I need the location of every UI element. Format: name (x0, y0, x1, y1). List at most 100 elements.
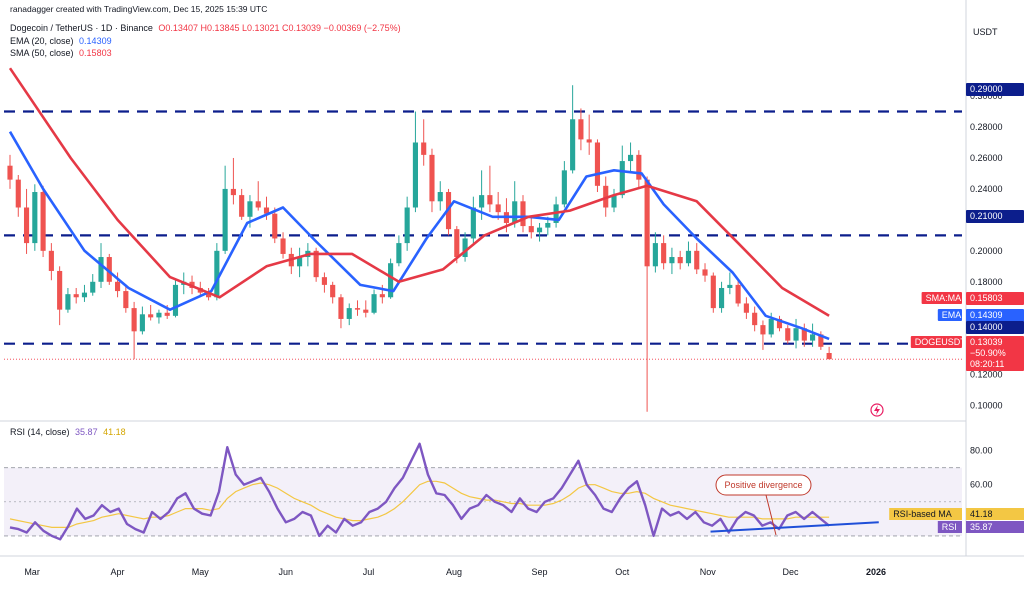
candle-body (139, 314, 145, 332)
level-029-label: 0.29000 (966, 83, 1024, 96)
x-tick-label: Jun (279, 567, 294, 577)
candle-body (313, 250, 319, 278)
candle-body (396, 243, 402, 264)
rsi-label-box (966, 508, 1024, 520)
candle-body (280, 238, 286, 254)
candle-body (131, 308, 137, 332)
price-label-box (966, 336, 1024, 371)
candle-body (330, 284, 336, 298)
ema-legend-label: EMA (20, close) (10, 36, 74, 46)
candle-body (73, 294, 79, 298)
candle-body (545, 222, 551, 228)
y-tick-label: 0.12000 (970, 370, 1003, 380)
x-tick-label: Aug (446, 567, 462, 577)
candle-body (106, 257, 112, 282)
doge-price-label: 0.13039−50.90%08:20:11 DOGEUSDT (910, 336, 1024, 371)
candle-body (743, 303, 749, 313)
ema-legend: EMA (20, close) 0.14309 (10, 36, 115, 46)
candle-body (793, 328, 799, 341)
candle-body (826, 352, 832, 360)
candle-body (702, 269, 708, 276)
candle-body (677, 257, 683, 264)
callout-box (715, 474, 812, 496)
callout-text: Positive divergence (724, 480, 802, 490)
candle-body (239, 195, 245, 217)
candle-body (32, 192, 38, 244)
candle-body (752, 312, 758, 326)
ema-price-label: 0.14309 EMA (937, 309, 1024, 322)
rsi-ma-price-label: 41.18 RSI-based MA (889, 508, 1024, 520)
currency-label[interactable]: USDT (973, 27, 998, 37)
rsi-label-tag (889, 508, 962, 520)
ema-legend-value: 0.14309 (79, 36, 112, 46)
author-line: ranadagger created with TradingView.com,… (10, 4, 268, 14)
price-label-box (966, 292, 1024, 305)
candle-body (661, 243, 667, 264)
price-label-text: 08:20:11 (970, 359, 1004, 369)
candle-body (164, 312, 170, 316)
candle-body (429, 154, 435, 202)
rsi-legend: RSI (14, close) 35.87 41.18 (10, 427, 129, 437)
rsi-label-box (966, 521, 1024, 533)
x-tick-label: 2026 (866, 567, 886, 577)
rsi-label-tag-text: RSI-based MA (893, 509, 952, 519)
ema-20-line (8, 131, 830, 341)
sma-legend: SMA (50, close) 0.15803 (10, 48, 115, 58)
candle-body (462, 238, 468, 258)
rsi-line (9, 442, 830, 541)
candle-body (735, 284, 741, 304)
level-021-label: 0.21000 (966, 210, 1024, 223)
sma-legend-value: 0.15803 (79, 48, 112, 58)
candle-body (156, 312, 162, 318)
y-tick-label: 0.30000 (970, 91, 1003, 101)
sma-price-label: 0.15803 SMA:MA (921, 292, 1024, 305)
price-label-text: −50.90% (970, 348, 1006, 358)
candle-body (586, 139, 592, 143)
candle-body (230, 188, 236, 196)
level-014-label: 0.14000 (966, 321, 1024, 334)
rsi-tick-label: 60.00 (970, 480, 993, 490)
candle-body (65, 294, 71, 310)
candle-body (206, 292, 212, 298)
flash-icon-circle (870, 403, 884, 417)
rsi-price-label: 35.87 RSI (937, 521, 1024, 533)
y-tick-label: 0.26000 (970, 153, 1003, 163)
candle-body (421, 142, 427, 155)
candle-body (321, 277, 327, 285)
x-tick-label: Oct (615, 567, 630, 577)
candle-body (148, 314, 154, 318)
candle-body (255, 201, 261, 208)
candle-body (454, 229, 460, 258)
price-label-tag (921, 292, 962, 304)
rsi-label-value: 35.87 (970, 522, 993, 532)
candle-body (776, 318, 783, 329)
candle-body (785, 328, 791, 341)
candle-body (669, 257, 675, 264)
price-label-box (966, 321, 1024, 334)
ohlc-values: O0.13407 H0.13845 L0.13021 C0.13039 −0.0… (158, 23, 401, 33)
candle-body (512, 201, 518, 223)
candle-body (338, 297, 344, 319)
candle-body (437, 192, 443, 202)
candle-body (495, 204, 501, 213)
y-tick-label: 0.18000 (970, 277, 1003, 287)
candle-body (371, 294, 377, 313)
candle-body (23, 207, 30, 244)
y-tick-label: 0.10000 (970, 401, 1003, 411)
y-tick-label: 0.28000 (970, 122, 1003, 132)
price-label-tag (910, 336, 962, 348)
candle-body (81, 292, 88, 298)
candle-body (7, 165, 13, 180)
price-label-text: 0.14000 (970, 322, 1003, 332)
rsi-label-tag-text: RSI (942, 522, 957, 532)
candle-body (247, 201, 253, 217)
candle-body (768, 318, 774, 335)
candle-body (479, 195, 485, 208)
candle-body (379, 294, 385, 298)
candle-body (214, 250, 220, 298)
price-label-box (966, 210, 1024, 223)
candle-body (388, 263, 394, 298)
candle-body (694, 250, 700, 270)
